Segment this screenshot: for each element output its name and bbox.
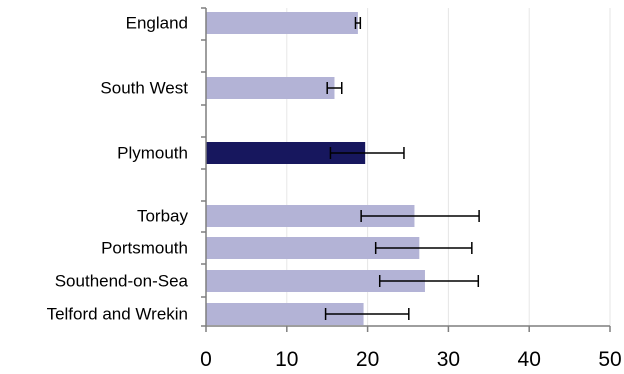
category-label-south-west: South West xyxy=(100,79,188,98)
bar-south-west xyxy=(206,77,335,99)
bar-england xyxy=(206,12,358,34)
bar-plymouth xyxy=(206,142,366,164)
bar-portsmouth xyxy=(206,237,420,259)
x-tick-label-50: 50 xyxy=(598,348,621,371)
category-label-portsmouth: Portsmouth xyxy=(101,239,188,258)
bar-telford-and-wrekin xyxy=(206,303,364,325)
x-tick-label-20: 20 xyxy=(356,348,379,371)
bar-torbay xyxy=(206,205,415,227)
category-label-plymouth: Plymouth xyxy=(117,144,188,163)
category-label-england: England xyxy=(126,14,188,33)
x-tick-label-0: 0 xyxy=(200,348,212,371)
x-tick-label-10: 10 xyxy=(275,348,298,371)
x-tick-label-30: 30 xyxy=(437,348,460,371)
category-label-telford-and-wrekin: Telford and Wrekin xyxy=(47,305,188,324)
x-tick-label-40: 40 xyxy=(518,348,541,371)
category-label-torbay: Torbay xyxy=(137,207,189,226)
category-label-southend-on-sea: Southend-on-Sea xyxy=(55,272,189,291)
bar-southend-on-sea xyxy=(206,270,425,292)
